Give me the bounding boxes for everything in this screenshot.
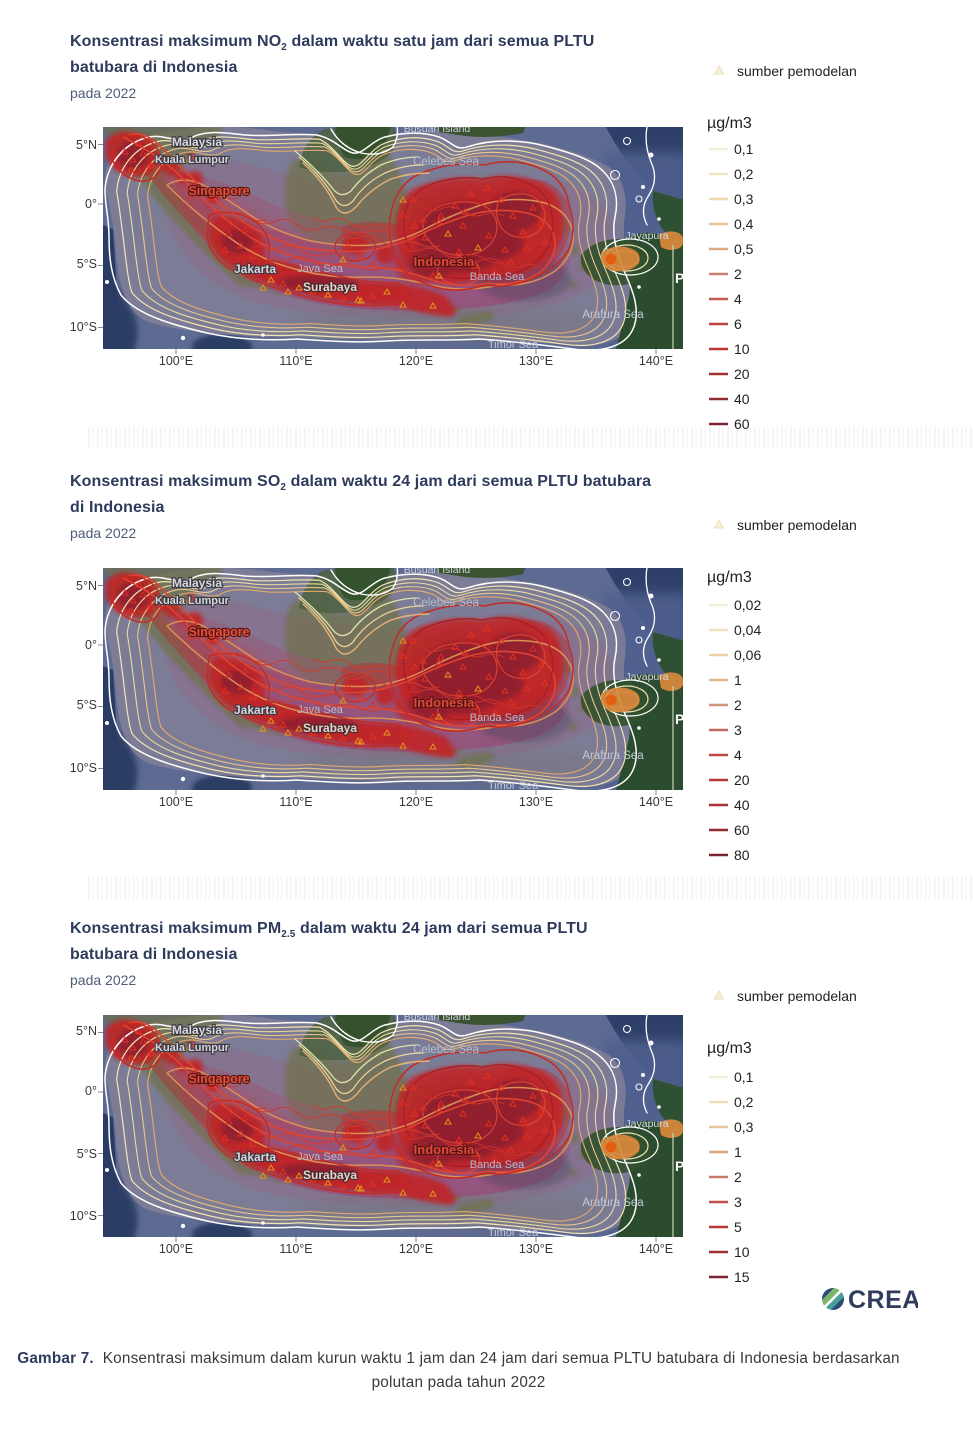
svg-text:CREA: CREA — [848, 1287, 918, 1311]
